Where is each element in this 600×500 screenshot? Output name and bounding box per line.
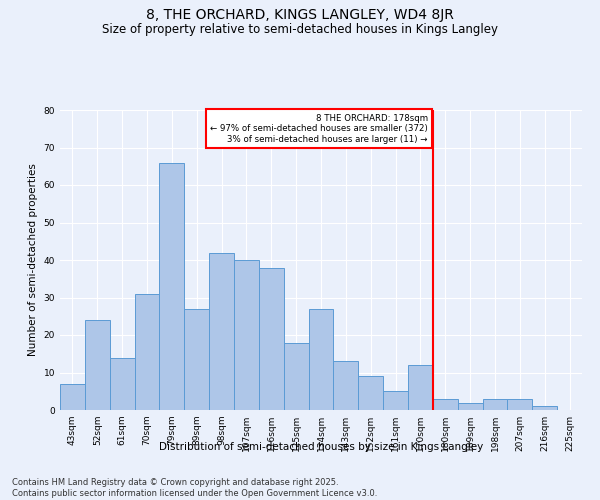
Bar <box>532 406 557 410</box>
Bar <box>408 365 433 410</box>
Text: Distribution of semi-detached houses by size in Kings Langley: Distribution of semi-detached houses by … <box>159 442 483 452</box>
Bar <box>184 308 209 410</box>
Text: Contains HM Land Registry data © Crown copyright and database right 2025.
Contai: Contains HM Land Registry data © Crown c… <box>12 478 377 498</box>
Text: 8, THE ORCHARD, KINGS LANGLEY, WD4 8JR: 8, THE ORCHARD, KINGS LANGLEY, WD4 8JR <box>146 8 454 22</box>
Text: 8 THE ORCHARD: 178sqm
← 97% of semi-detached houses are smaller (372)
3% of semi: 8 THE ORCHARD: 178sqm ← 97% of semi-deta… <box>210 114 428 144</box>
Bar <box>110 358 134 410</box>
Bar <box>383 391 408 410</box>
Bar <box>259 268 284 410</box>
Bar <box>433 399 458 410</box>
Bar <box>308 308 334 410</box>
Bar <box>134 294 160 410</box>
Bar <box>209 252 234 410</box>
Bar <box>458 402 482 410</box>
Bar <box>85 320 110 410</box>
Bar <box>160 162 184 410</box>
Bar <box>284 342 308 410</box>
Bar <box>358 376 383 410</box>
Bar <box>508 399 532 410</box>
Text: Size of property relative to semi-detached houses in Kings Langley: Size of property relative to semi-detach… <box>102 22 498 36</box>
Y-axis label: Number of semi-detached properties: Number of semi-detached properties <box>28 164 38 356</box>
Bar <box>334 361 358 410</box>
Bar <box>482 399 508 410</box>
Bar <box>234 260 259 410</box>
Bar <box>60 384 85 410</box>
